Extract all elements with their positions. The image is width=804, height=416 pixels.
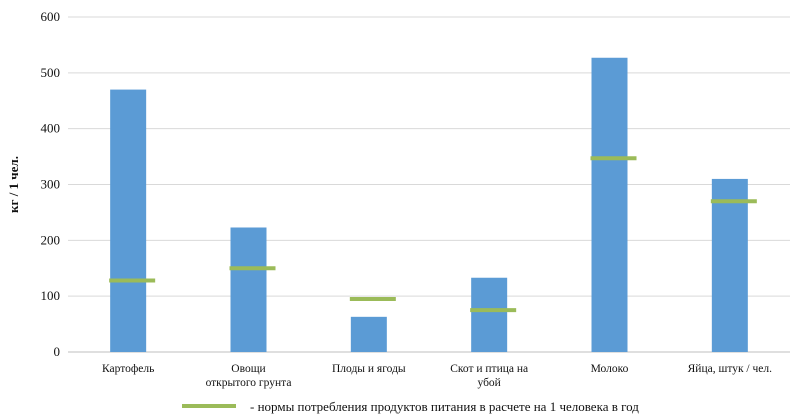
y-tick-label: 600	[41, 9, 61, 24]
x-tick-label: Скот и птица на	[450, 363, 528, 375]
x-tick-label: Картофель	[102, 363, 154, 375]
y-tick-label: 300	[41, 177, 61, 192]
y-tick-label: 0	[54, 344, 61, 359]
x-tick-label: Яйца, штук / чел.	[688, 363, 772, 375]
y-tick-label: 500	[41, 65, 61, 80]
bar	[110, 89, 147, 352]
bar	[711, 178, 748, 352]
legend-label-norm: - нормы потребления продуктов питания в …	[250, 399, 639, 414]
y-tick-label: 100	[41, 288, 61, 303]
bar	[591, 57, 628, 353]
norm-markers	[109, 156, 757, 313]
x-axis-categories: Картофель Овощи открытого грунта Плоды и яг…	[102, 363, 772, 389]
x-tick-label: Плоды и ягоды	[332, 363, 406, 375]
gridlines	[68, 16, 790, 353]
legend: - нормы потребления продуктов питания в …	[182, 399, 639, 414]
x-tick-label: Овощи	[231, 363, 265, 375]
x-tick-label: открытого грунта	[206, 377, 292, 389]
x-tick-label: Молоко	[591, 363, 629, 375]
x-tick-label: убой	[477, 377, 500, 389]
bar	[230, 227, 267, 352]
y-axis-label: кг / 1 чел.	[6, 156, 21, 213]
bar	[471, 277, 508, 352]
y-tick-label: 200	[41, 232, 61, 247]
bar	[350, 316, 387, 352]
bars	[110, 57, 748, 353]
y-axis-ticks: 0 100 200 300 400 500 600	[41, 9, 61, 359]
y-tick-label: 400	[41, 121, 61, 136]
